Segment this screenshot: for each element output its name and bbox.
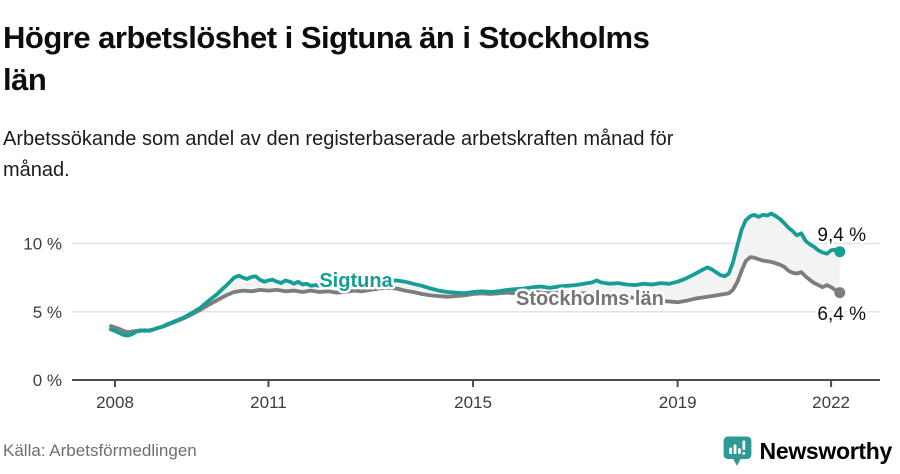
y-tick-label: 10 % [23,235,62,254]
sigtuna-series-label: Sigtuna [319,270,393,292]
y-tick-label: 0 % [33,371,62,390]
speech-bubble-shape [723,436,751,466]
stockholm-line [109,255,842,335]
y-tick-label: 5 % [33,303,62,322]
sigtuna-end-dot [834,246,846,258]
unemployment-chart: 0 %5 %10 % 2008 2011 2015 2019 2022 Sigtuna … [23,211,880,412]
source-credit: Källa: Arbetsförmedlingen [3,441,197,460]
stockholm-end-dot [834,287,846,299]
newsworthy-logo: Newsworthy [722,436,892,467]
x-axis: 2008 2011 2015 2019 2022 [72,379,880,412]
x-tick-label: 2015 [454,393,492,412]
bar-chart-glyph [728,439,745,455]
chart-subtitle: Arbetssökande som andel av den registerb… [3,128,674,181]
sigtuna-line [109,211,842,338]
brand-wordmark: Newsworthy [759,437,893,464]
page-title: Högre arbetslöshet i Sigtuna än i Stockh… [3,19,650,97]
stockholm-end-value-label: 6,4 % [817,304,866,325]
between-band [110,213,840,336]
x-tick-label: 2011 [250,393,287,412]
stockholm-series-label: Stockholms län [516,288,664,310]
x-tick-label: 2019 [659,393,697,412]
footer: Källa: Arbetsförmedlingen Newsworthy [0,434,900,468]
x-tick-label: 2008 [96,393,134,412]
x-tick-label: 2022 [812,393,850,412]
sigtuna-end-value-label: 9,4 % [817,225,866,246]
newsworthy-speech-bubble-bars-icon [723,436,751,466]
